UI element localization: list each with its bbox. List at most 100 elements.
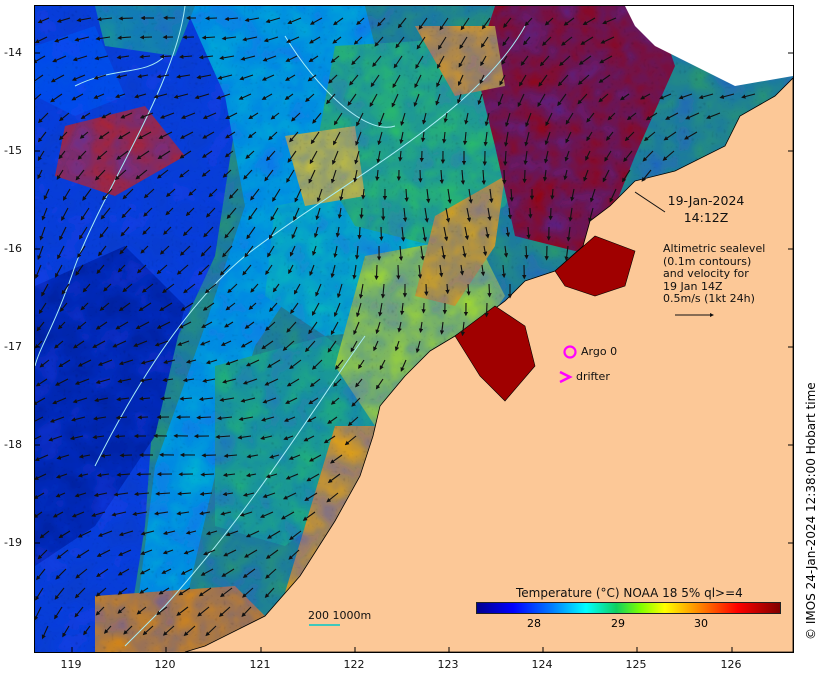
velocity-arrow <box>439 321 445 335</box>
velocity-arrow <box>438 36 447 50</box>
velocity-arrow <box>180 112 196 119</box>
velocity-arrow <box>163 359 176 365</box>
velocity-arrow <box>153 93 168 99</box>
velocity-arrow <box>122 283 133 293</box>
velocity-arrow <box>330 55 340 63</box>
velocity-arrow <box>97 359 113 366</box>
velocity-arrow <box>353 36 363 45</box>
velocity-arrow <box>119 245 128 255</box>
velocity-arrow <box>315 207 321 221</box>
velocity-arrow <box>466 283 471 296</box>
velocity-arrow <box>94 397 109 403</box>
colorbar-title: Temperature (°C) NOAA 18 5% ql>=4 <box>516 586 743 600</box>
velocity-arrow <box>369 93 378 108</box>
velocity-arrow <box>645 112 658 121</box>
velocity-arrow <box>182 226 193 237</box>
velocity-arrow <box>223 453 238 458</box>
velocity-arrow <box>123 625 133 635</box>
velocity-arrow <box>52 397 67 405</box>
velocity-arrow <box>370 74 380 88</box>
velocity-arrow <box>399 302 405 316</box>
velocity-arrow <box>37 169 43 180</box>
velocity-arrow <box>240 55 256 61</box>
velocity-arrow <box>578 55 592 65</box>
velocity-arrow <box>178 587 191 596</box>
velocity-arrow <box>242 378 258 385</box>
sst-map[interactable] <box>34 5 794 653</box>
velocity-arrow <box>377 131 383 146</box>
velocity-arrow <box>156 606 168 616</box>
velocity-arrow <box>439 17 449 31</box>
velocity-arrow <box>91 511 106 518</box>
velocity-arrow <box>202 112 217 120</box>
velocity-arrow <box>158 587 170 595</box>
velocity-arrow <box>37 245 44 261</box>
velocity-arrow <box>287 150 297 163</box>
velocity-arrow <box>198 396 214 402</box>
velocity-arrow <box>422 112 427 125</box>
velocity-arrow <box>309 264 315 277</box>
velocity-arrow <box>139 378 153 383</box>
velocity-arrow <box>355 131 362 146</box>
velocity-arrow <box>61 207 69 221</box>
velocity-arrow <box>139 568 151 575</box>
velocity-arrow <box>459 36 468 50</box>
velocity-arrow <box>544 17 554 26</box>
velocity-arrow <box>265 568 277 579</box>
velocity-arrow <box>519 74 527 87</box>
velocity-arrow <box>480 264 486 277</box>
velocity-arrow <box>528 207 533 219</box>
velocity-arrow <box>283 435 294 441</box>
velocity-arrow <box>115 93 126 99</box>
velocity-arrow <box>242 492 255 497</box>
velocity-arrow <box>355 378 363 388</box>
velocity-arrow <box>294 188 302 203</box>
velocity-arrow <box>116 55 130 60</box>
velocity-arrow <box>225 131 236 139</box>
velocity-arrow <box>280 511 295 520</box>
velocity-arrow <box>293 207 300 222</box>
velocity-arrow <box>414 74 422 89</box>
velocity-arrow <box>380 283 386 299</box>
velocity-arrow <box>219 397 235 402</box>
velocity-arrow <box>353 169 358 183</box>
velocity-vectors <box>35 15 756 640</box>
argo-label: Argo 0 <box>581 345 618 358</box>
velocity-arrow <box>439 169 444 185</box>
velocity-arrow <box>200 472 215 477</box>
velocity-arrow <box>114 434 126 439</box>
velocity-arrow <box>502 36 510 47</box>
velocity-arrow <box>265 321 276 331</box>
velocity-arrow <box>526 226 531 240</box>
velocity-arrow <box>246 226 256 240</box>
velocity-arrow <box>400 112 406 126</box>
velocity-arrow <box>55 378 69 386</box>
velocity-arrow <box>503 245 509 258</box>
velocity-arrow <box>35 378 48 387</box>
velocity-arrow <box>143 188 155 199</box>
velocity-arrow <box>310 131 320 145</box>
velocity-arrow <box>74 36 90 42</box>
velocity-arrow <box>220 340 232 346</box>
velocity-arrow <box>327 473 341 483</box>
velocity-arrow <box>56 454 70 460</box>
velocity-arrow <box>96 472 110 478</box>
velocity-arrow <box>159 245 170 255</box>
altimetry-line: 0.5m/s (1kt 24h) <box>663 292 755 306</box>
velocity-arrow <box>95 587 107 597</box>
velocity-arrow <box>291 226 298 240</box>
velocity-arrow <box>95 36 111 41</box>
velocity-arrow <box>69 435 84 441</box>
velocity-arrow <box>304 492 318 501</box>
velocity-arrow <box>205 359 218 365</box>
lon-tick-label: 121 <box>249 658 271 671</box>
velocity-arrow <box>55 492 66 498</box>
velocity-arrow <box>464 226 469 241</box>
velocity-arrow <box>96 568 109 578</box>
velocity-arrow <box>198 55 214 60</box>
velocity-arrow <box>50 93 63 103</box>
velocity-arrow <box>35 587 44 601</box>
lon-tick-label: 125 <box>625 658 647 671</box>
velocity-arrow <box>143 207 153 217</box>
velocity-arrow <box>162 377 174 383</box>
